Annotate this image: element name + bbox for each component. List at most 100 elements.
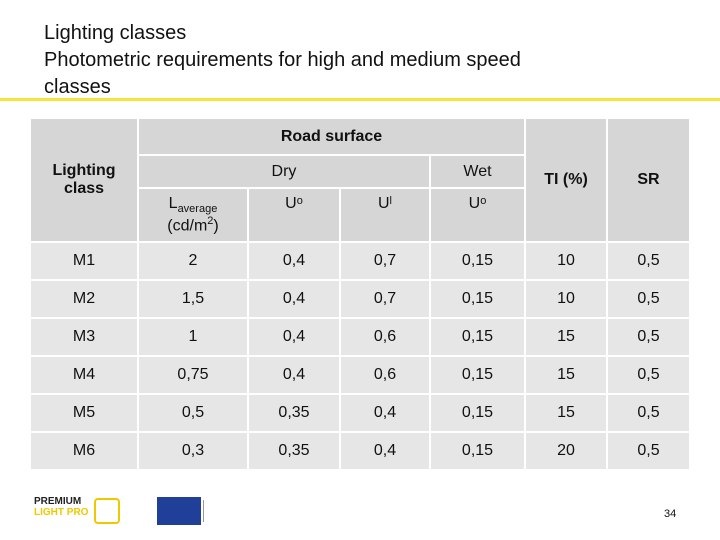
cell-text: 0,5 [637, 404, 660, 421]
header-text: SR [637, 171, 660, 188]
header-cell: SR [607, 118, 690, 242]
cell-text: 0,4 [282, 290, 306, 307]
cell-text: 0,5 [637, 290, 660, 307]
table-cell: 0,15 [430, 394, 525, 432]
cell-text: 0,7 [373, 252, 397, 269]
table-cell: 0,5 [607, 432, 690, 470]
cell-text: 0,35 [278, 404, 310, 421]
cell-text: 15 [557, 404, 575, 421]
table-cell: 0,5 [607, 280, 690, 318]
table-cell: 20 [525, 432, 607, 470]
cell-text: 0,15 [461, 442, 494, 459]
cell-text: 10 [557, 290, 575, 307]
table-cell: M2 [30, 280, 138, 318]
logo-text: PREMIUM [34, 496, 82, 507]
title-line: Photometric requirements for high and me… [44, 49, 521, 71]
symbol: U [285, 195, 297, 212]
table-cell: 0,15 [430, 280, 525, 318]
cell-text: M4 [72, 366, 96, 383]
table-cell: 0,15 [430, 356, 525, 394]
unit: ) [213, 217, 219, 235]
cell-text: M1 [72, 252, 96, 269]
header-text: TI (%) [544, 171, 588, 188]
header-text: Lighting class [52, 162, 116, 197]
table-cell: M1 [30, 242, 138, 280]
subscript: o [296, 195, 303, 207]
symbol: U [377, 195, 390, 212]
table-cell: 0,35 [248, 432, 340, 470]
table-cell: 0,75 [138, 356, 248, 394]
table-cell: M4 [30, 356, 138, 394]
cell-text: 0,15 [461, 366, 494, 383]
cell-text: 0,35 [278, 442, 310, 459]
table-cell: 0,15 [430, 242, 525, 280]
table-cell: 1 [138, 318, 248, 356]
cell-text: 15 [557, 328, 575, 345]
table-cell: 0,3 [138, 432, 248, 470]
logo-text: LIGHT PRO [34, 507, 89, 518]
cell-text: 10 [557, 252, 575, 269]
cell-text: 0,4 [282, 366, 306, 383]
cell-text: 0,5 [637, 252, 660, 269]
table-cell: 0,5 [607, 318, 690, 356]
cell-text: 1 [188, 328, 198, 345]
title-line: classes [44, 76, 111, 98]
header-text: Wet [463, 162, 492, 180]
logo-icon [94, 498, 120, 524]
logo: PREMIUM LIGHT PRO [34, 496, 124, 526]
table-cell: 15 [525, 356, 607, 394]
table-cell: 0,6 [340, 356, 430, 394]
unit: (cd/m [167, 217, 208, 235]
table-cell: M6 [30, 432, 138, 470]
header-cell: TI (%) [525, 118, 607, 242]
page-number: 34 [664, 508, 677, 520]
subscript: l [389, 195, 392, 207]
cell-text: 0,15 [461, 252, 494, 269]
eu-flag [157, 497, 201, 525]
cell-text: 0,7 [373, 290, 397, 307]
header-cell: Dry [138, 155, 430, 188]
cell-text: 20 [557, 442, 575, 459]
superscript: 2 [207, 214, 214, 227]
subscript: o [480, 195, 487, 207]
header-cell: Wet [430, 155, 525, 188]
cell-text: 0,5 [637, 442, 660, 459]
symbol: U [468, 195, 481, 212]
cell-text: 0,6 [373, 328, 397, 345]
cell-text: 0,6 [373, 366, 397, 383]
cell-text: 2 [188, 252, 198, 269]
cell-text: 0,75 [177, 366, 209, 383]
table-cell: 0,4 [248, 356, 340, 394]
table-cell: 0,35 [248, 394, 340, 432]
cell-text: 0,4 [282, 328, 306, 345]
cell-text: M3 [72, 328, 96, 345]
header-cell: Laverage (cd/m2) [138, 188, 248, 242]
table-cell: 0,15 [430, 432, 525, 470]
accent-rule [0, 98, 720, 101]
cell-text: 0,15 [461, 290, 494, 307]
cell-text: M5 [72, 404, 96, 421]
cell-text: 0,5 [637, 366, 660, 383]
cell-text: 0,4 [373, 404, 397, 421]
table-cell: 0,15 [430, 318, 525, 356]
header-cell: Lighting class [30, 118, 138, 242]
table-cell: 1,5 [138, 280, 248, 318]
title-line: Lighting classes [44, 22, 187, 44]
cell-text: 0,3 [181, 442, 205, 459]
cell-text: 0,5 [181, 404, 205, 421]
table-cell: 0,5 [607, 242, 690, 280]
table-cell: 0,7 [340, 242, 430, 280]
cell-text: 1,5 [181, 290, 205, 307]
header-text: Road surface [280, 127, 383, 145]
table-cell: M3 [30, 318, 138, 356]
cell-text: 0,4 [282, 252, 306, 269]
table-cell: 15 [525, 394, 607, 432]
cell-text: 15 [557, 366, 575, 383]
table-cell: 0,4 [340, 394, 430, 432]
cell-text: M6 [72, 442, 96, 459]
table-cell: 0,4 [340, 432, 430, 470]
table-cell: M5 [30, 394, 138, 432]
